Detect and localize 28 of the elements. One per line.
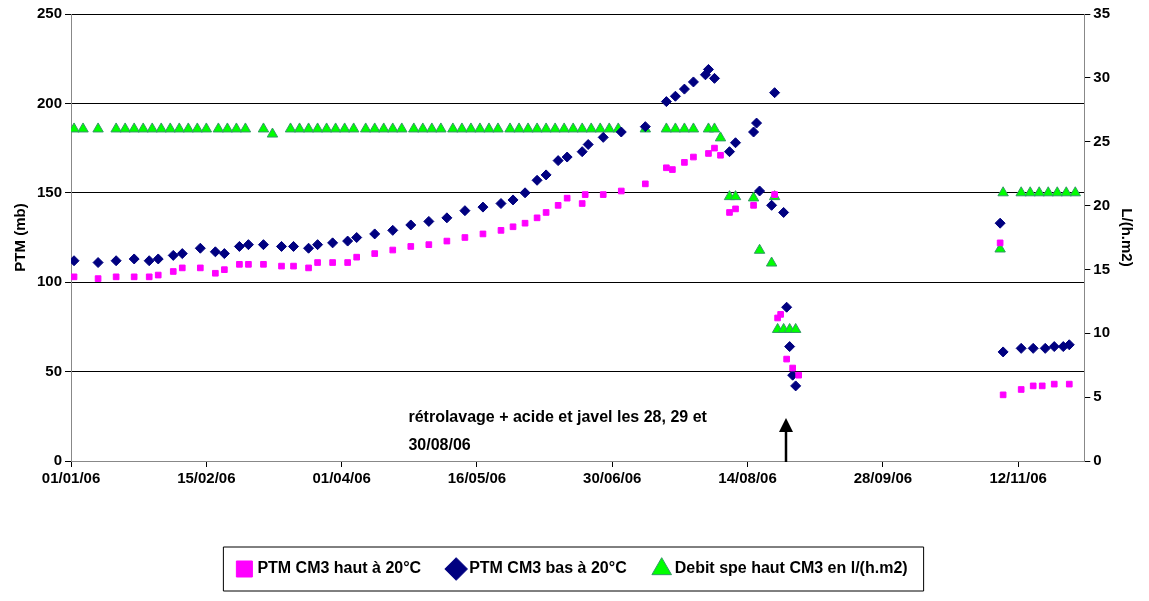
- y2-tick-label: 5: [1093, 387, 1102, 405]
- y2-tick-label: 10: [1093, 323, 1110, 341]
- legend-label: Debit spe haut CM3 en l/(h.m2): [674, 559, 908, 577]
- y2-axis-title: L/(h.m2): [1118, 208, 1136, 267]
- x-tick-label: 01/04/06: [312, 469, 371, 487]
- y2-tick-label: 25: [1093, 131, 1110, 149]
- x-tick-label: 28/09/06: [853, 469, 913, 487]
- y2-tick-label: 30: [1093, 68, 1110, 85]
- annotation: rétrolavage + acide et javel les 28, 29 et 30/08/06: [408, 408, 708, 454]
- x-tick-label: 12/11/06: [989, 469, 1047, 487]
- y2-tick-label: 0: [1093, 451, 1102, 469]
- y2-tick-label: 20: [1093, 195, 1110, 213]
- legend-label: PTM CM3 haut à 20°C: [257, 559, 422, 577]
- y-tick-label: 250: [37, 4, 63, 22]
- legend-label: PTM CM3 bas à 20°C: [469, 559, 628, 577]
- x-tick-label: 30/06/06: [583, 469, 642, 487]
- x-tick-label: 01/01/06: [41, 469, 101, 487]
- y2-tick-label: 15: [1093, 259, 1110, 277]
- x-tick-label: 14/08/06: [718, 469, 777, 487]
- y-tick-label: 200: [37, 93, 63, 111]
- y-tick-label: 150: [37, 182, 63, 200]
- y-axis-title: PTM (mb): [11, 203, 29, 272]
- y-tick-label: 50: [45, 361, 63, 379]
- y-tick-label: 0: [53, 451, 63, 469]
- y2-tick-label: 35: [1093, 4, 1110, 22]
- x-tick-label: 15/02/06: [177, 469, 236, 487]
- y-tick-label: 100: [37, 272, 63, 290]
- x-tick-label: 16/05/06: [447, 469, 507, 487]
